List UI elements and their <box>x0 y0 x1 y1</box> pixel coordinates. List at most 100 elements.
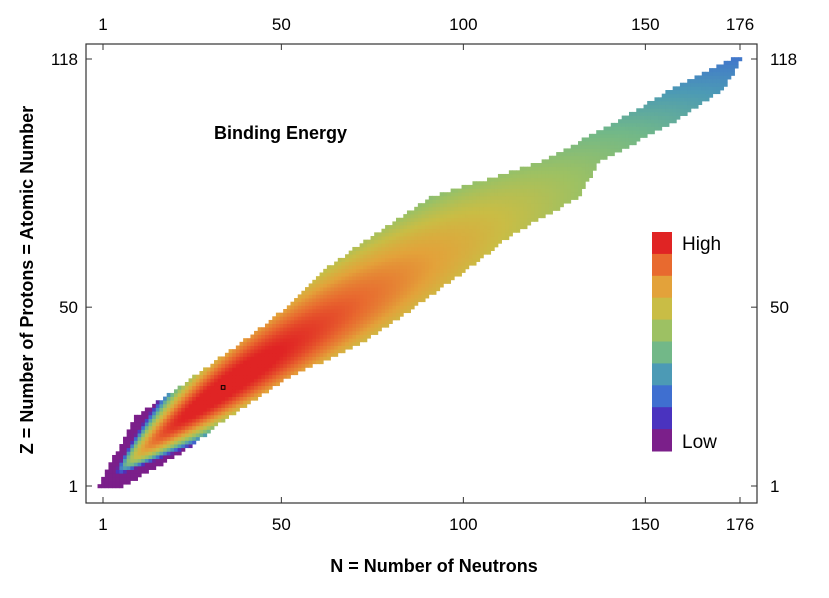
heatmap-cell <box>417 298 422 303</box>
heatmap-cell <box>163 422 168 427</box>
heatmap-cell <box>283 356 288 361</box>
heatmap-cell <box>487 181 492 186</box>
heatmap-cell <box>290 356 295 361</box>
heatmap-cell <box>439 232 444 237</box>
heatmap-cell <box>476 254 481 259</box>
heatmap-cell <box>698 90 703 95</box>
heatmap-cell <box>330 309 335 314</box>
heatmap-cell <box>425 203 430 208</box>
heatmap-cell <box>166 454 171 460</box>
heatmap-cell <box>421 243 426 248</box>
heatmap-cell <box>144 447 149 452</box>
heatmap-cell <box>541 206 546 211</box>
heatmap-cell <box>363 316 368 321</box>
heatmap-cell <box>377 272 382 277</box>
heatmap-cell <box>396 268 401 273</box>
heatmap-cell <box>472 210 477 215</box>
heatmap-cell <box>428 206 433 211</box>
heatmap-cell <box>377 309 382 314</box>
heatmap-cell <box>425 239 430 244</box>
heatmap-cell <box>669 97 674 102</box>
heatmap-cell <box>319 283 324 288</box>
heatmap-cell <box>410 239 415 244</box>
heatmap-cell <box>217 360 222 365</box>
heatmap-cell <box>406 298 411 303</box>
heatmap-cell <box>192 378 197 383</box>
heatmap-cell <box>290 309 295 314</box>
heatmap-cell <box>148 444 153 449</box>
heatmap-cell <box>155 454 160 460</box>
heatmap-cell <box>144 440 149 445</box>
heatmap-cell <box>472 181 477 186</box>
heatmap-cell <box>592 159 597 164</box>
heatmap-cell <box>490 236 495 241</box>
heatmap-cell <box>730 68 735 73</box>
heatmap-cell <box>290 341 295 346</box>
heatmap-cell <box>312 283 317 288</box>
heatmap-cell <box>345 254 350 259</box>
heatmap-cell <box>337 279 342 284</box>
heatmap-cell <box>224 374 229 379</box>
heatmap-cell <box>603 126 608 131</box>
heatmap-cell <box>192 418 197 423</box>
heatmap-cell <box>457 232 462 237</box>
heatmap-cell <box>377 290 382 295</box>
heatmap-cell <box>410 225 415 230</box>
heatmap-cell <box>173 407 179 412</box>
heatmap-cell <box>195 400 200 405</box>
heatmap-cell <box>712 90 717 95</box>
heatmap-cell <box>461 228 466 233</box>
heatmap-cell <box>250 363 255 368</box>
heatmap-cell <box>374 305 379 310</box>
heatmap-cell <box>355 254 361 259</box>
heatmap-cell <box>177 440 182 445</box>
heatmap-cell <box>446 217 452 222</box>
heatmap-cell <box>141 469 146 474</box>
heatmap-cell <box>224 363 229 368</box>
heatmap-cell <box>396 298 401 303</box>
heatmap-cell <box>461 184 466 189</box>
heatmap-cell <box>472 203 477 208</box>
heatmap-cell <box>457 254 462 259</box>
heatmap-cell <box>439 276 444 281</box>
heatmap-cell <box>348 279 353 284</box>
heatmap-cell <box>643 104 648 109</box>
heatmap-cell <box>254 334 259 339</box>
heatmap-cell <box>308 352 313 357</box>
heatmap-cell <box>195 374 200 379</box>
heatmap-cell <box>476 199 481 204</box>
heatmap-cell <box>144 462 149 467</box>
heatmap-cell <box>155 403 160 408</box>
heatmap-cell <box>261 352 266 357</box>
heatmap-cell <box>406 225 411 230</box>
heatmap-cell <box>173 425 179 430</box>
heatmap-cell <box>425 214 430 219</box>
heatmap-cell <box>406 246 411 251</box>
heatmap-cell <box>487 192 492 197</box>
heatmap-cell <box>279 338 284 343</box>
heatmap-cell <box>370 239 375 244</box>
heatmap-cell <box>370 243 375 248</box>
heatmap-cell <box>567 173 572 179</box>
heatmap-cell <box>268 334 273 339</box>
heatmap-cell <box>512 221 517 226</box>
heatmap-cell <box>450 195 455 200</box>
heatmap-cell <box>457 261 462 266</box>
heatmap-cell <box>188 378 193 383</box>
heatmap-cell <box>465 199 470 204</box>
heatmap-cell <box>272 381 277 387</box>
heatmap-cell <box>483 236 488 241</box>
heatmap-cell <box>461 232 466 237</box>
heatmap-cell <box>228 392 233 397</box>
heatmap-cell <box>381 294 386 299</box>
heatmap-cell <box>385 276 390 281</box>
heatmap-cell <box>297 323 302 328</box>
heatmap-cell <box>297 316 302 321</box>
heatmap-cell <box>450 276 455 281</box>
heatmap-cell <box>457 210 462 215</box>
heatmap-cell <box>297 319 302 324</box>
heatmap-cell <box>374 268 379 273</box>
heatmap-cell <box>130 458 135 463</box>
heatmap-cell <box>417 287 422 292</box>
heatmap-cell <box>210 411 215 416</box>
